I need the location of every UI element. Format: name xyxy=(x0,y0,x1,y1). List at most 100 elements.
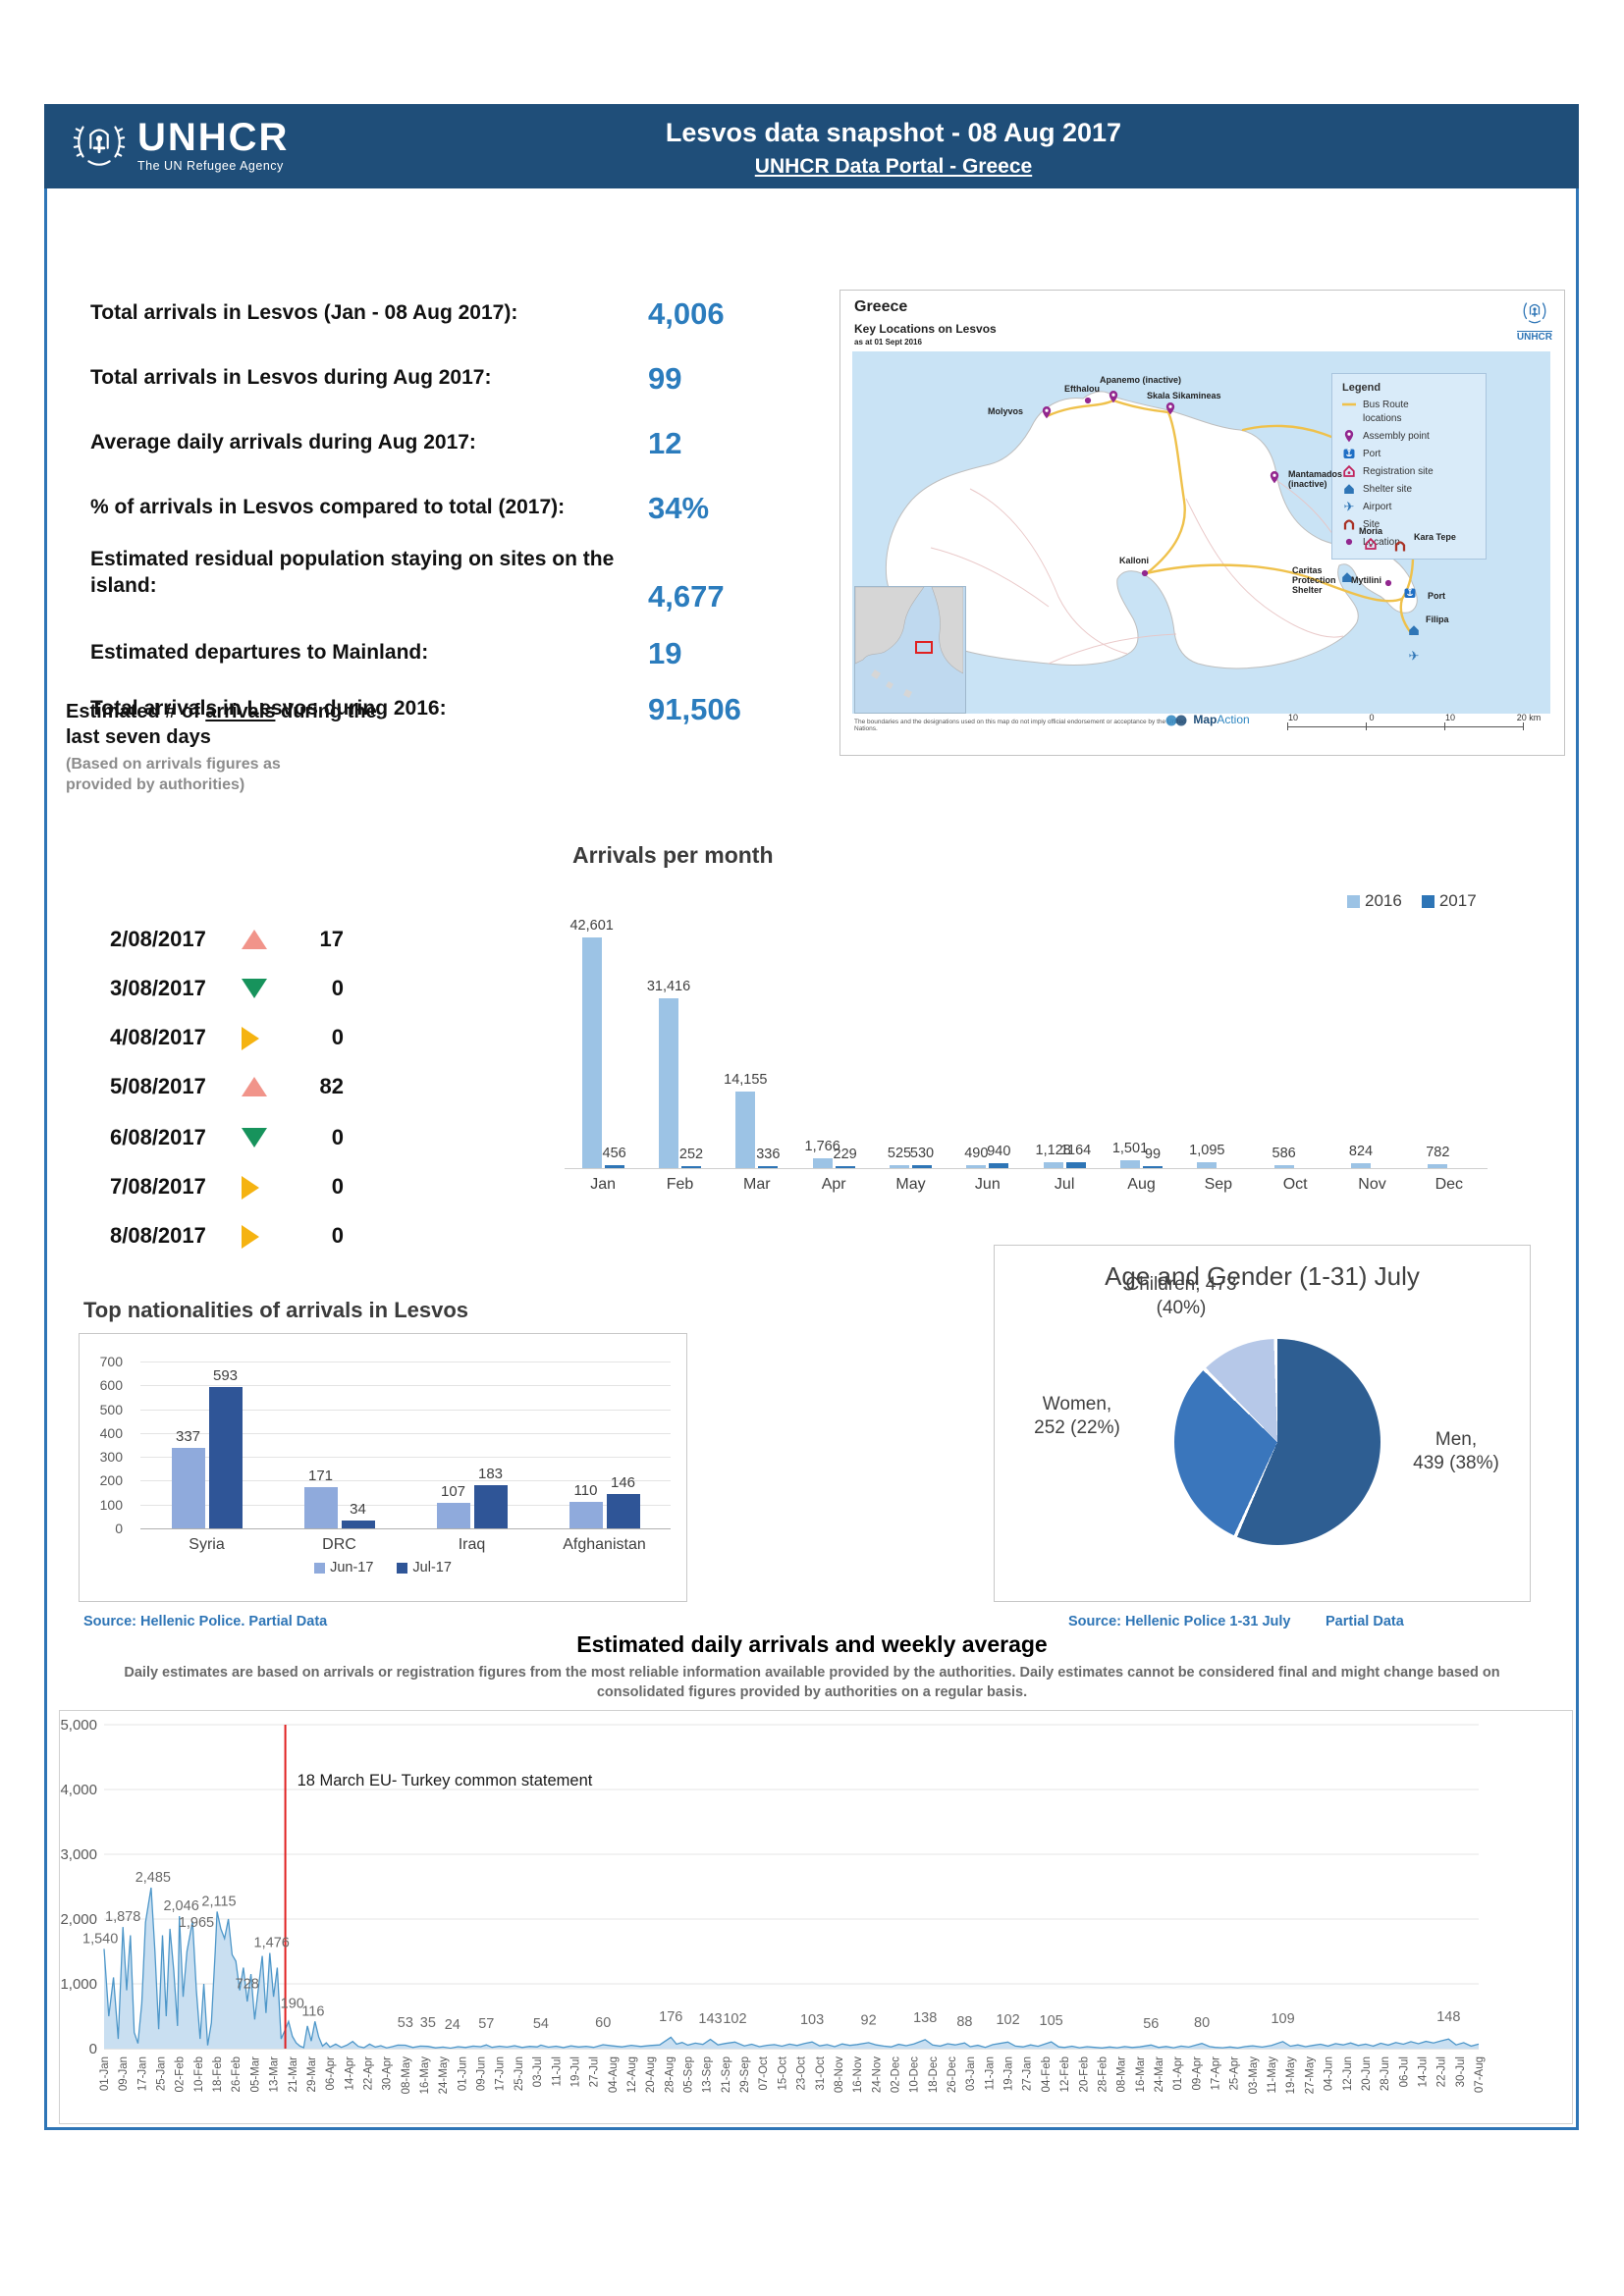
monthly-chart-title: Arrivals per month xyxy=(572,842,774,868)
svg-text:24-May: 24-May xyxy=(438,2056,450,2095)
bar-label-2016: 31,416 xyxy=(646,978,691,994)
airport-marker-icon: ✈ xyxy=(1407,649,1421,667)
map-unhcr-text: UNHCR xyxy=(1516,331,1552,343)
stat-value: 91,506 xyxy=(648,692,741,726)
svg-text:02-Feb: 02-Feb xyxy=(175,2056,187,2092)
svg-text:2,115: 2,115 xyxy=(201,1894,236,1909)
svg-text:16-Nov: 16-Nov xyxy=(852,2056,864,2093)
daily-chart-svg: 0 1,000 2,000 3,000 4,000 5,000 18 March EU- T… xyxy=(60,1717,1486,2095)
bar-jul17 xyxy=(473,1484,508,1528)
bar-label-jun17: 107 xyxy=(440,1483,466,1500)
legend-shelter: Shelter site xyxy=(1342,482,1478,496)
gridline xyxy=(140,1480,671,1482)
location-icon xyxy=(1342,535,1357,549)
svg-text:28-Feb: 28-Feb xyxy=(1097,2056,1109,2092)
svg-text:148: 148 xyxy=(1436,2009,1460,2025)
bar-2017 xyxy=(912,1165,932,1168)
category-label: Syria xyxy=(189,1536,225,1553)
assembly-marker-icon xyxy=(1107,390,1120,408)
svg-text:07-Aug: 07-Aug xyxy=(1474,2056,1486,2093)
category-label: Afghanistan xyxy=(563,1536,646,1553)
legend-route: Bus Route xyxy=(1342,398,1478,411)
svg-text:03-Jan: 03-Jan xyxy=(965,2056,977,2091)
gridline xyxy=(140,1385,671,1387)
bar-label-2016: 1,501 xyxy=(1111,1140,1149,1156)
svg-text:27-Jul: 27-Jul xyxy=(589,2056,601,2087)
svg-text:29-Mar: 29-Mar xyxy=(306,2056,318,2093)
svg-text:31-Oct: 31-Oct xyxy=(815,2056,827,2090)
map-location-label: Filipa xyxy=(1426,614,1449,624)
svg-text:08-Nov: 08-Nov xyxy=(834,2056,845,2093)
month-label: Nov xyxy=(1358,1176,1386,1193)
bar-label-2017: 1164 xyxy=(1060,1142,1092,1158)
legend-none: locations xyxy=(1342,411,1478,425)
bar-label-2016: 14,155 xyxy=(724,1071,768,1088)
portal-link[interactable]: UNHCR Data Portal - Greece xyxy=(754,155,1033,178)
month-label: Feb xyxy=(666,1176,694,1193)
bar-label-jun17: 110 xyxy=(573,1482,598,1500)
shelter-marker-icon xyxy=(1340,570,1354,589)
svg-text:92: 92 xyxy=(861,2013,877,2029)
legend-label: 2017 xyxy=(1438,891,1477,910)
header-band xyxy=(44,104,1579,188)
svg-text:12-Aug: 12-Aug xyxy=(626,2056,638,2093)
bar-label-2017: 252 xyxy=(678,1147,704,1162)
svg-text:1,965: 1,965 xyxy=(179,1915,214,1931)
inset-focus-rect xyxy=(915,641,933,654)
svg-text:88: 88 xyxy=(956,2014,972,2030)
svg-text:176: 176 xyxy=(659,2009,682,2025)
gridline xyxy=(140,1528,671,1529)
legend-registration: Registration site xyxy=(1342,464,1478,478)
bar-2016 xyxy=(1120,1159,1140,1168)
bar-label-2017: 530 xyxy=(909,1146,935,1162)
legend-site: Site xyxy=(1342,517,1478,531)
bar-label-2017: 336 xyxy=(756,1147,781,1162)
svg-text:05-Mar: 05-Mar xyxy=(249,2056,261,2093)
bar-jun17 xyxy=(171,1448,205,1528)
seven-days-date: 5/08/2017 xyxy=(110,1074,206,1098)
unhcr-emblem-icon xyxy=(71,114,128,176)
map-title: Key Locations on Lesvos xyxy=(854,322,997,336)
bar-label-jun17: 171 xyxy=(307,1468,334,1485)
shelter-marker-icon xyxy=(1407,623,1421,642)
svg-text:03-May: 03-May xyxy=(1248,2056,1260,2095)
daily-chart-title: Estimated daily arrivals and weekly aver… xyxy=(576,1631,1048,1657)
monthly-chart-baseline xyxy=(565,1168,1488,1169)
svg-text:19-Jan: 19-Jan xyxy=(1003,2056,1015,2091)
month-label: Aug xyxy=(1127,1176,1156,1193)
legend-label: locations xyxy=(1363,412,1402,424)
month-label: Sep xyxy=(1204,1176,1233,1193)
logo-tagline: The UN Refugee Agency xyxy=(137,158,284,173)
seven-days-date: 2/08/2017 xyxy=(110,927,206,951)
bar-jun17 xyxy=(436,1503,470,1528)
seven-days-date: 4/08/2017 xyxy=(110,1025,206,1049)
svg-text:08-May: 08-May xyxy=(401,2056,412,2095)
svg-text:17-Jun: 17-Jun xyxy=(495,2056,507,2091)
pie-slice-label: Men, 439 (38%) xyxy=(1413,1429,1499,1473)
map-location-label: Mantamados (inactive) xyxy=(1288,469,1343,489)
svg-text:29-Sep: 29-Sep xyxy=(739,2056,751,2093)
svg-text:18-Dec: 18-Dec xyxy=(928,2056,940,2093)
svg-text:2,485: 2,485 xyxy=(135,1870,171,1886)
bar-label-2016: 490 xyxy=(964,1146,989,1162)
svg-text:26-Dec: 26-Dec xyxy=(947,2056,958,2093)
svg-text:08-Mar: 08-Mar xyxy=(1116,2056,1128,2093)
svg-text:24-Nov: 24-Nov xyxy=(871,2056,883,2093)
svg-text:728: 728 xyxy=(236,1977,259,1993)
svg-text:13-Mar: 13-Mar xyxy=(269,2056,281,2093)
month-label: Jan xyxy=(590,1176,617,1193)
svg-text:1,540: 1,540 xyxy=(82,1931,118,1947)
unhcr-logo: UNHCR The UN Refugee Agency xyxy=(71,114,289,176)
legend-label: Site xyxy=(1363,518,1380,530)
bar-label-2017: 456 xyxy=(602,1146,626,1162)
legend-swatch xyxy=(397,1562,408,1574)
pie-source-right: Partial Data xyxy=(1326,1614,1404,1629)
bar-label-jul17: 34 xyxy=(350,1500,366,1518)
pie-chart-box: Age and Gender (1-31) July Men, 439 (38%)… xyxy=(994,1245,1531,1602)
svg-text:03-Jul: 03-Jul xyxy=(532,2056,544,2087)
mapaction-text-1: Map xyxy=(1193,713,1218,726)
svg-text:01-Jun: 01-Jun xyxy=(457,2056,468,2091)
svg-text:17-Apr: 17-Apr xyxy=(1211,2056,1222,2091)
bar-label-2016: 1,766 xyxy=(804,1139,840,1155)
